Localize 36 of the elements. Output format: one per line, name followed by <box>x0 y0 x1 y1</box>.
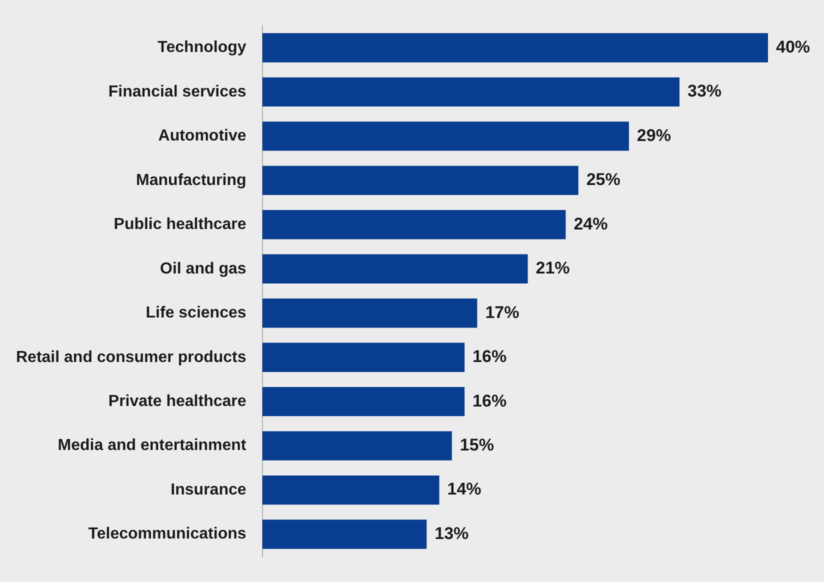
bar <box>262 33 768 62</box>
y-tick-label: Retail and consumer products <box>16 348 246 366</box>
bar <box>262 77 680 107</box>
data-label: 15% <box>460 436 494 455</box>
y-tick-label: Private healthcare <box>108 392 246 410</box>
bar <box>262 166 578 196</box>
y-tick-label: Telecommunications <box>88 526 246 543</box>
y-tick-label: Manufacturing <box>136 172 246 189</box>
data-label: 16% <box>472 347 507 366</box>
data-label: 33% <box>687 82 722 101</box>
data-label: 14% <box>447 480 482 499</box>
y-tick-label: Automotive <box>158 128 246 145</box>
data-label: 25% <box>586 170 620 190</box>
y-tick-label: Public healthcare <box>114 216 246 234</box>
bar <box>262 431 452 460</box>
y-tick-label: Life sciences <box>146 304 246 322</box>
bar <box>262 386 465 416</box>
data-label: 29% <box>636 126 671 145</box>
bar <box>262 298 478 328</box>
y-tick-label: Technology <box>158 39 246 56</box>
data-label: 17% <box>485 302 520 322</box>
bar <box>262 122 629 151</box>
bar <box>262 254 528 284</box>
data-label: 21% <box>536 258 570 278</box>
bar <box>262 210 566 240</box>
data-label: 16% <box>472 391 507 410</box>
y-tick-label: Oil and gas <box>160 260 246 278</box>
y-tick-label: Financial services <box>108 83 246 100</box>
data-label: 13% <box>434 524 469 543</box>
y-tick-label: Media and entertainment <box>58 437 247 454</box>
bar <box>262 342 465 372</box>
bar <box>262 475 440 505</box>
y-tick-label: Insurance <box>170 481 246 498</box>
data-label: 24% <box>574 214 608 234</box>
bar <box>262 520 427 549</box>
data-label: 40% <box>776 37 810 56</box>
